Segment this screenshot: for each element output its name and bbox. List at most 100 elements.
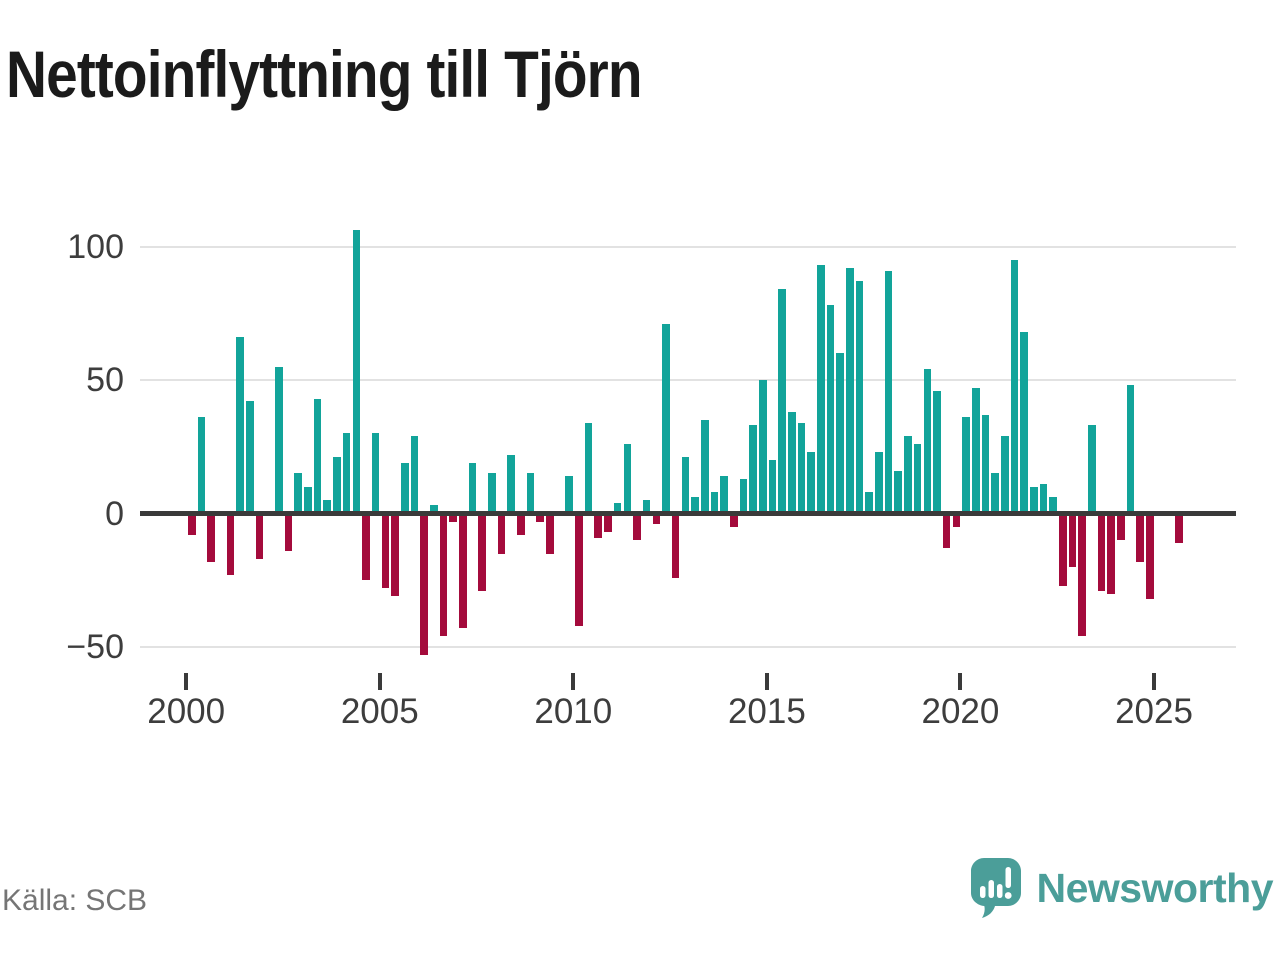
bar xyxy=(1097,513,1106,591)
bar xyxy=(449,513,457,522)
bar xyxy=(420,513,428,655)
bar xyxy=(826,305,835,514)
bar xyxy=(371,433,380,514)
bar xyxy=(594,513,603,538)
bar xyxy=(942,513,951,549)
bar xyxy=(691,497,699,514)
bar xyxy=(197,417,206,514)
bar xyxy=(497,513,506,554)
y-axis-label: −50 xyxy=(66,628,124,666)
bar xyxy=(1068,513,1077,567)
bar xyxy=(671,513,680,578)
bar xyxy=(342,433,351,514)
y-axis-label: 100 xyxy=(67,227,124,266)
bar xyxy=(439,513,448,637)
bar xyxy=(846,267,854,514)
bar xyxy=(1000,436,1009,514)
bar xyxy=(710,492,719,514)
bar xyxy=(971,388,980,514)
bar xyxy=(400,462,409,514)
x-axis-tick xyxy=(377,673,382,690)
bar xyxy=(720,476,728,514)
bar xyxy=(836,353,845,514)
bar xyxy=(429,505,438,514)
bar xyxy=(894,470,903,514)
gridline xyxy=(140,245,1236,248)
bar xyxy=(1136,513,1145,562)
bar xyxy=(1059,513,1067,586)
bar xyxy=(488,473,496,514)
newsworthy-icon xyxy=(970,858,1021,918)
gridline xyxy=(140,379,1236,381)
bar xyxy=(188,513,196,535)
bar xyxy=(304,486,312,514)
x-axis-label: 2005 xyxy=(340,692,419,731)
bar xyxy=(536,513,544,522)
bar xyxy=(913,444,922,514)
y-axis-label: 50 xyxy=(86,361,124,399)
bar xyxy=(1088,425,1096,514)
bar xyxy=(1146,513,1154,599)
bar xyxy=(652,513,661,525)
bar xyxy=(478,513,486,591)
bar xyxy=(749,425,757,514)
bar xyxy=(1126,385,1135,514)
x-axis-label: 2000 xyxy=(147,692,226,731)
bar xyxy=(323,500,332,514)
bar xyxy=(923,369,932,514)
bar xyxy=(1049,497,1057,514)
bar xyxy=(546,513,554,554)
bar xyxy=(1039,484,1048,514)
chart-title: Nettoinflyttning till Tjörn xyxy=(6,37,643,111)
bar xyxy=(458,513,467,629)
bar xyxy=(246,401,254,514)
bar xyxy=(613,502,622,514)
bar xyxy=(933,390,941,514)
bar xyxy=(991,473,999,514)
bar xyxy=(1010,259,1019,514)
bar xyxy=(1020,331,1028,514)
bar xyxy=(381,513,390,589)
bar xyxy=(633,513,641,541)
bar xyxy=(1078,513,1086,637)
bar xyxy=(904,436,912,514)
bar xyxy=(604,513,612,533)
bar xyxy=(333,457,341,514)
x-axis-label: 2020 xyxy=(921,692,1000,731)
bar xyxy=(507,454,515,514)
bar xyxy=(236,337,244,514)
bar xyxy=(729,513,738,527)
bar xyxy=(1175,513,1183,543)
bar xyxy=(207,513,215,562)
x-axis-label: 2010 xyxy=(534,692,613,731)
bar xyxy=(875,452,883,514)
bar xyxy=(584,422,593,514)
bar xyxy=(1107,513,1115,594)
x-axis-tick xyxy=(1152,673,1156,690)
bar xyxy=(275,366,283,514)
bar xyxy=(517,513,525,535)
bar xyxy=(526,473,535,514)
x-axis-tick xyxy=(184,673,189,690)
bar xyxy=(681,457,690,514)
source-label: Källa: SCB xyxy=(2,884,148,917)
bar xyxy=(410,436,419,514)
bar xyxy=(981,414,990,514)
bar xyxy=(768,460,777,514)
bar xyxy=(817,265,825,514)
bar xyxy=(294,473,303,514)
bar xyxy=(642,500,651,514)
gridline xyxy=(140,646,1236,648)
y-axis-label: 0 xyxy=(105,494,124,533)
bar xyxy=(884,270,893,514)
brand-name: Newsworthy xyxy=(1036,864,1274,911)
bar xyxy=(855,281,864,514)
bar xyxy=(352,230,361,514)
bar xyxy=(623,444,632,514)
bar xyxy=(255,513,264,559)
x-axis-label: 2025 xyxy=(1115,692,1193,731)
bar xyxy=(391,513,399,597)
bar xyxy=(468,462,477,514)
